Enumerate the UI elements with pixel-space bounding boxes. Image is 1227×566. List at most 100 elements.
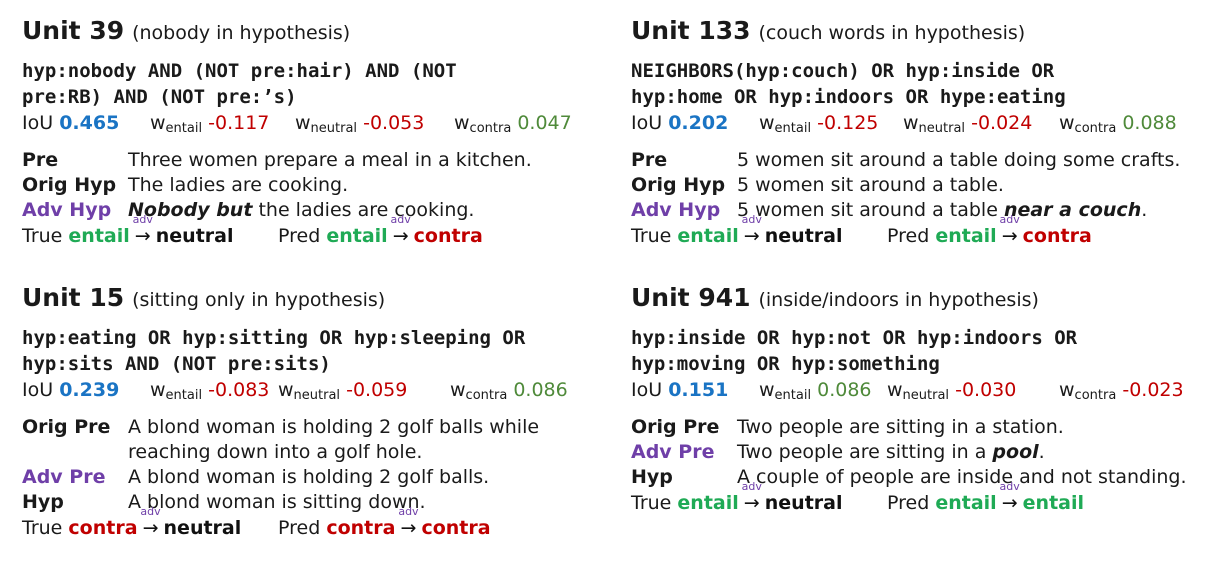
w-contra-sub: contra <box>465 388 508 403</box>
example-rows: Pre Three women prepare a meal in a kitch… <box>22 148 612 223</box>
formula: hyp:nobody AND (NOT pre:hair) AND (NOT p… <box>22 60 457 108</box>
true-to: neutral <box>764 225 843 247</box>
w-entail-value: -0.083 <box>208 379 270 401</box>
panel-unit-39: Unit 39 (nobody in hypothesis) hyp:nobod… <box>22 16 612 249</box>
w-neutral-value: -0.059 <box>346 379 408 401</box>
unit-description: (inside/indoors in hypothesis) <box>758 289 1039 311</box>
example-row: Orig Hyp The ladies are cooking. <box>22 173 612 198</box>
row-label: Orig Pre <box>631 416 720 438</box>
pred-from: contra <box>326 517 396 539</box>
w-entail-sub: entail <box>165 388 203 403</box>
pred-label: Pred <box>278 225 321 247</box>
w-contra-symbol: w <box>450 379 466 401</box>
unit-description: (sitting only in hypothesis) <box>132 289 386 311</box>
row-label: Pre <box>22 149 59 171</box>
pred-label: Pred <box>278 517 321 539</box>
iou-label: IoU <box>631 379 663 401</box>
iou-label: IoU <box>22 379 54 401</box>
w-neutral-sub: neutral <box>293 388 341 403</box>
row-label: Orig Hyp <box>631 174 726 196</box>
example-row-continuation: reaching down into a golf hole. <box>22 440 612 465</box>
example-row: Hyp A couple of people are inside and not… <box>631 465 1221 490</box>
row-text: A blond woman is sitting down. <box>128 491 426 513</box>
adv-arrow-icon: adv → <box>140 505 161 539</box>
example-row: Orig Pre A blond woman is holding 2 golf … <box>22 415 612 440</box>
w-neutral-value: -0.053 <box>363 112 425 134</box>
pred-from: entail <box>935 225 997 247</box>
w-contra-value: -0.023 <box>1122 379 1184 401</box>
true-label: True <box>631 225 672 247</box>
example-row: Adv Pre A blond woman is holding 2 golf b… <box>22 465 612 490</box>
iou-label: IoU <box>631 112 663 134</box>
row-emphasis: near a couch <box>1003 199 1142 221</box>
iou-value: 0.239 <box>59 379 120 401</box>
true-label: True <box>22 517 63 539</box>
w-contra-sub: contra <box>469 121 512 136</box>
iou-value: 0.151 <box>668 379 729 401</box>
formula: hyp:eating OR hyp:sitting OR hyp:sleepin… <box>22 327 526 375</box>
row-text: The ladies are cooking. <box>128 174 349 196</box>
example-row: Hyp A blond woman is sitting down. <box>22 490 612 515</box>
panel-unit-941: Unit 941 (inside/indoors in hypothesis) … <box>631 283 1221 516</box>
panel-title: Unit 39 (nobody in hypothesis) <box>22 16 612 48</box>
example-row: Pre Three women prepare a meal in a kitch… <box>22 148 612 173</box>
adv-arrow-icon: adv → <box>999 213 1020 247</box>
row-label: Adv Pre <box>22 466 106 488</box>
unit-name: Unit 39 <box>22 16 125 45</box>
unit-name: Unit 941 <box>631 283 751 312</box>
true-pred-row: True entail adv → neutral Pred entail adv → en… <box>631 480 1221 516</box>
w-entail-sub: entail <box>774 121 812 136</box>
iou-value: 0.202 <box>668 112 729 134</box>
w-entail-sub: entail <box>774 388 812 403</box>
iou-label: IoU <box>22 112 54 134</box>
metrics-row: IoU 0.465 wentail -0.117 wneutral -0.053… <box>22 110 612 136</box>
row-emphasis: pool <box>992 441 1039 463</box>
w-entail-symbol: w <box>150 379 166 401</box>
row-label: Orig Pre <box>22 416 111 438</box>
w-neutral-symbol: w <box>903 112 919 134</box>
pred-from: entail <box>326 225 388 247</box>
w-entail-sub: entail <box>165 121 203 136</box>
w-contra-value: 0.088 <box>1122 112 1177 134</box>
row-text: 5 women sit around a table doing some cr… <box>737 149 1181 171</box>
row-text: reaching down into a golf hole. <box>128 441 423 463</box>
panel-unit-133: Unit 133 (couch words in hypothesis) NEI… <box>631 16 1221 249</box>
w-contra-sub: contra <box>1074 388 1117 403</box>
w-neutral-symbol: w <box>278 379 294 401</box>
true-from: contra <box>68 517 138 539</box>
panel-title: Unit 941 (inside/indoors in hypothesis) <box>631 283 1221 315</box>
row-tail: . <box>1038 441 1045 463</box>
iou-value: 0.465 <box>59 112 120 134</box>
w-contra-symbol: w <box>1059 112 1075 134</box>
unit-name: Unit 15 <box>22 283 125 312</box>
row-label: Adv Pre <box>631 441 715 463</box>
example-row: Orig Hyp 5 women sit around a table. <box>631 173 1221 198</box>
w-neutral-value: -0.030 <box>955 379 1017 401</box>
row-text: Two people are sitting in a <box>737 441 993 463</box>
row-label: Orig Hyp <box>22 174 117 196</box>
pred-to: entail <box>1022 492 1085 514</box>
w-entail-symbol: w <box>759 379 775 401</box>
w-contra-sub: contra <box>1074 121 1117 136</box>
row-text: Two people are sitting in a station. <box>737 416 1064 438</box>
w-neutral-symbol: w <box>295 112 311 134</box>
pred-to: contra <box>1022 225 1092 247</box>
unit-description: (nobody in hypothesis) <box>132 22 351 44</box>
unit-description: (couch words in hypothesis) <box>758 22 1026 44</box>
true-pred-row: True contra adv → neutral Pred contra adv → co… <box>22 505 612 541</box>
panel-unit-15: Unit 15 (sitting only in hypothesis) hyp… <box>22 283 612 541</box>
row-label: Adv Hyp <box>22 199 112 221</box>
row-text: the ladies are cooking. <box>252 199 475 221</box>
example-rows: Orig Pre A blond woman is holding 2 golf … <box>22 415 612 515</box>
metrics-row: IoU 0.202 wentail -0.125 wneutral -0.024… <box>631 110 1221 136</box>
row-emphasis: Nobody but <box>128 199 253 221</box>
adv-arrow-icon: adv → <box>999 480 1020 514</box>
row-text: A couple of people are inside and not st… <box>737 466 1187 488</box>
formula: hyp:inside OR hyp:not OR hyp:indoors OR … <box>631 327 1078 375</box>
w-entail-symbol: w <box>150 112 166 134</box>
true-label: True <box>631 492 672 514</box>
w-contra-value: 0.086 <box>513 379 568 401</box>
pred-label: Pred <box>887 225 930 247</box>
w-entail-value: -0.117 <box>208 112 270 134</box>
panel-title: Unit 15 (sitting only in hypothesis) <box>22 283 612 315</box>
